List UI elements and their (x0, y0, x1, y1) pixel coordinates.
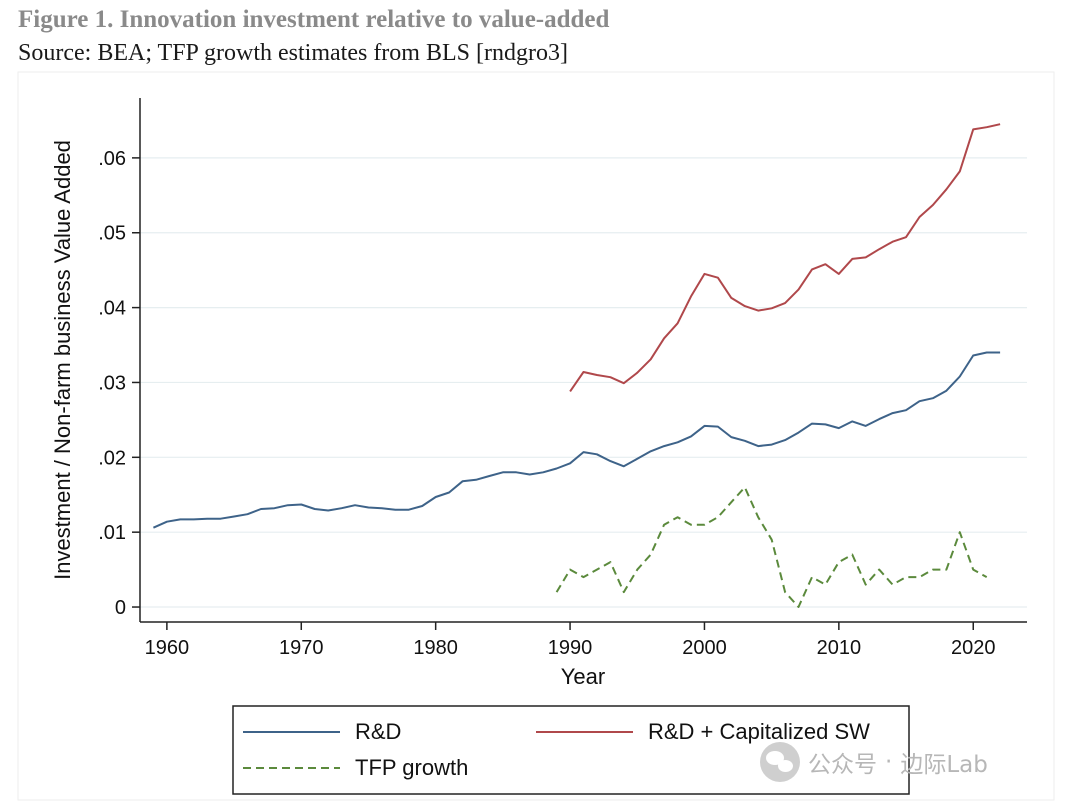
y-tick-label: .03 (98, 372, 126, 394)
watermark-left: 公众号 (808, 752, 877, 778)
x-tick-label: 1970 (279, 637, 324, 659)
y-tick-label: .06 (98, 148, 126, 170)
x-ticks: 1960 1970 1980 1990 2000 2010 2020 (145, 622, 996, 659)
y-tick-label: .05 (98, 223, 126, 245)
y-tick-label: .04 (98, 298, 126, 320)
watermark: 公众号 · 边际Lab (760, 742, 988, 782)
series-line-tfp (555, 486, 988, 608)
y-tick-label: .01 (98, 522, 126, 544)
chart-background (17, 71, 1055, 801)
y-tick-label: .02 (98, 447, 126, 469)
series-line-rdsw (569, 123, 1001, 392)
x-tick-label: 1960 (145, 637, 190, 659)
figure-source: Source: BEA; TFP growth estimates from B… (18, 40, 568, 66)
watermark-right: 边际Lab (900, 752, 988, 778)
axes (139, 98, 1027, 623)
series-lines (152, 123, 1001, 608)
legend-label-tfp: TFP growth (355, 755, 468, 780)
y-tick-label: 0 (115, 597, 126, 619)
x-tick-label: 2010 (817, 637, 862, 659)
x-tick-label: 2000 (682, 637, 727, 659)
x-tick-label: 1990 (548, 637, 593, 659)
figure-title: Figure 1. Innovation investment relative… (18, 6, 610, 33)
y-ticks: 0 .01 .02 .03 .04 .05 .06 (98, 148, 140, 619)
legend-label-rdsw: R&D + Capitalized SW (648, 719, 870, 744)
watermark-sep: · (885, 749, 893, 775)
x-axis-label: Year (561, 664, 605, 689)
y-axis-label: Investment / Non-farm business Value Add… (50, 140, 75, 580)
x-tick-label: 2020 (951, 637, 996, 659)
x-tick-label: 1980 (413, 637, 458, 659)
grid-lines (140, 157, 1027, 608)
wechat-icon (760, 742, 800, 782)
legend-label-rd: R&D (355, 719, 401, 744)
series-line-rd (152, 351, 1001, 529)
